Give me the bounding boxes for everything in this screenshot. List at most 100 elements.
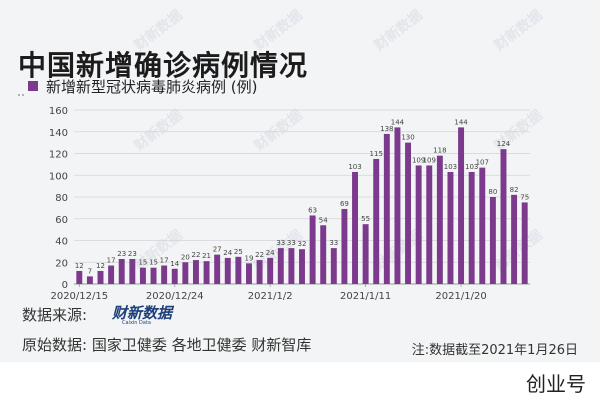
y-tick-label: 0 (62, 280, 68, 291)
y-tick-label: 160 (49, 106, 68, 117)
data-note: 注:数据截至2021年1月26日 (411, 343, 578, 358)
bar (171, 268, 178, 284)
x-tick-label: 2021/1/2 (248, 291, 293, 300)
bar-value-label: 7 (88, 267, 92, 275)
bar (224, 257, 231, 284)
bar (192, 260, 199, 284)
bar-value-label: 69 (340, 200, 349, 208)
bar-value-label: 80 (488, 188, 497, 196)
bar-value-label: 144 (391, 118, 405, 126)
bar (246, 263, 252, 284)
bar (256, 260, 263, 284)
bar (76, 270, 83, 284)
bar (352, 171, 358, 284)
x-tick-label: 2020/12/15 (50, 291, 108, 300)
bar (108, 265, 115, 284)
bar (383, 133, 390, 284)
bar (309, 215, 316, 284)
chart-card (0, 0, 600, 362)
bar (267, 257, 274, 284)
bar-value-label: 22 (255, 251, 264, 259)
bar-value-label: 109 (412, 156, 425, 164)
bar-value-label: 20 (181, 253, 190, 261)
bar-value-label: 24 (266, 249, 275, 257)
bar-value-label: 55 (361, 215, 370, 223)
y-tick-label: 100 (49, 171, 68, 182)
bar (129, 258, 136, 284)
bar-value-label: 23 (117, 250, 126, 258)
bar-value-label: 75 (520, 193, 529, 201)
bar-value-label: 103 (348, 163, 361, 171)
bar-value-label: 15 (149, 259, 158, 267)
bar (235, 256, 242, 284)
bar-value-label: 15 (138, 259, 147, 267)
bar (320, 225, 327, 284)
bar-value-label: 63 (308, 206, 317, 214)
legend-swatch (28, 81, 38, 91)
bar-value-label: 130 (401, 134, 414, 142)
bar-value-label: 103 (444, 163, 457, 171)
bar (447, 171, 454, 284)
bar-value-label: 25 (234, 248, 243, 256)
bar-value-label: 24 (223, 249, 232, 257)
bar (521, 202, 528, 284)
source-label: 数据来源: (22, 306, 88, 324)
bar (426, 165, 433, 284)
bar (341, 208, 348, 284)
bar (288, 248, 295, 284)
bar-value-label: 33 (287, 239, 296, 247)
bar (489, 197, 496, 284)
brand-label: 创业号 (526, 372, 586, 396)
bar-value-label: 144 (454, 118, 468, 126)
y-tick-label: 60 (55, 215, 68, 226)
bar-value-label: 21 (202, 252, 211, 260)
bar (203, 261, 210, 284)
bar (161, 265, 168, 284)
bar (500, 149, 507, 284)
bar (118, 258, 125, 284)
y-tick-label: 120 (49, 150, 68, 161)
bar (511, 194, 518, 284)
legend-decoration (18, 94, 24, 102)
bar-value-label: 54 (319, 216, 328, 224)
bar (150, 267, 157, 284)
bar-value-label: 22 (191, 251, 200, 259)
bar-value-label: 33 (329, 239, 338, 247)
bar (139, 267, 146, 284)
bar (436, 155, 443, 284)
bar-value-label: 109 (423, 156, 436, 164)
bar-value-label: 17 (107, 257, 116, 265)
y-tick-label: 80 (55, 193, 68, 204)
bar-value-label: 115 (370, 150, 383, 158)
bar-value-label: 32 (298, 240, 307, 248)
y-tick-label: 20 (55, 258, 68, 269)
bar (405, 142, 412, 284)
bar-value-label: 107 (476, 159, 489, 167)
bar-value-label: 19 (245, 254, 254, 262)
bar-value-label: 27 (213, 246, 222, 254)
bar (458, 127, 465, 285)
bar-value-label: 14 (170, 260, 179, 268)
origin-data: 原始数据: 国家卫健委 各地卫健委 财新智库 (22, 336, 312, 354)
bar-value-label: 82 (510, 186, 519, 194)
bar-value-label: 138 (380, 125, 393, 133)
bar-value-label: 103 (465, 163, 478, 171)
caixin-data-logo-subtitle: Caixin Data (122, 320, 151, 326)
bar (468, 171, 475, 284)
bar (330, 248, 337, 284)
bar (479, 167, 486, 284)
y-tick-label: 40 (55, 237, 68, 248)
chart-title: 中国新增确诊病例情况 (18, 49, 309, 82)
bar (415, 165, 422, 284)
bar-value-label: 17 (160, 257, 169, 265)
bar (362, 224, 369, 284)
bar-value-label: 33 (276, 239, 285, 247)
bar (97, 270, 104, 284)
bar-value-label: 124 (497, 140, 511, 148)
y-tick-label: 140 (49, 128, 68, 139)
bar (277, 248, 284, 284)
x-tick-label: 2020/12/24 (146, 291, 204, 300)
bar-value-label: 12 (96, 262, 105, 270)
bar (182, 262, 189, 284)
